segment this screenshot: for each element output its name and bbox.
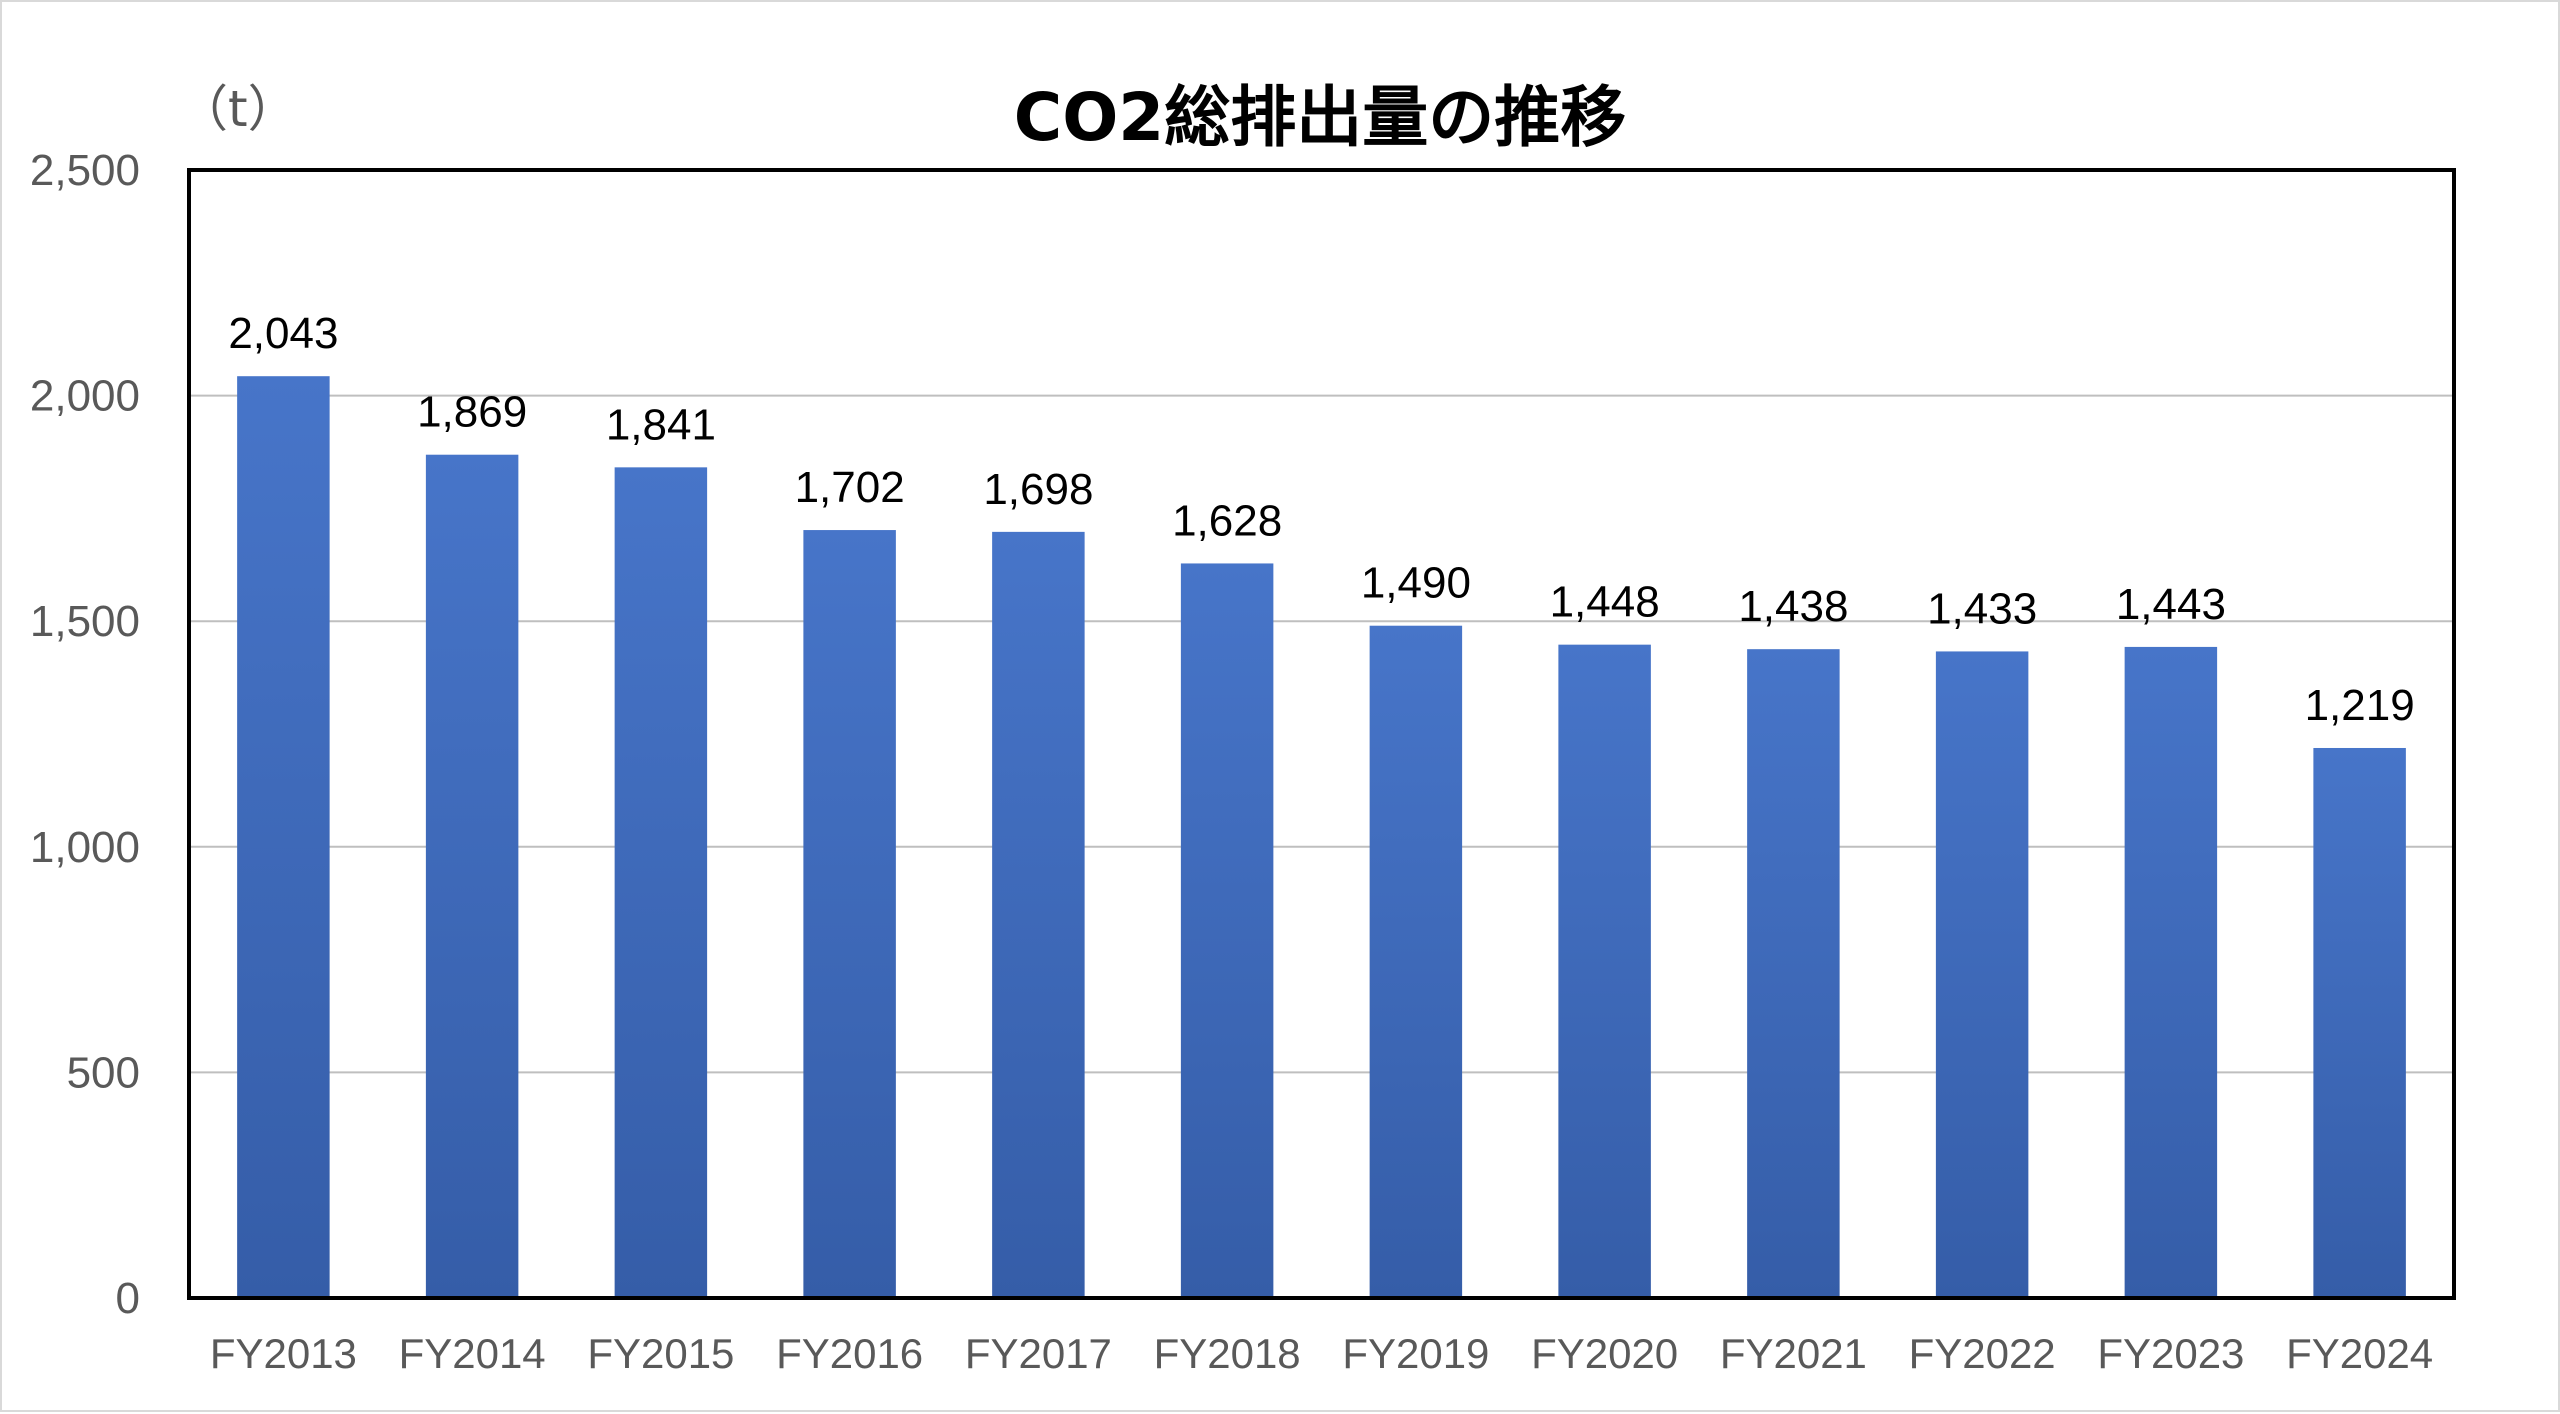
bar-fy2022	[1935, 651, 2029, 1298]
y-tick-label: 2,500	[30, 146, 140, 195]
plot-area-border	[187, 168, 2456, 1300]
x-tick-label: FY2013	[210, 1330, 357, 1377]
y-axis-ticks: 0 500 1,000 1,500 2,000 2,500	[30, 146, 140, 1323]
x-tick-label: FY2020	[1531, 1330, 1678, 1377]
data-label: 1,698	[983, 465, 1093, 514]
bar-fy2024	[2313, 747, 2406, 1298]
data-label: 1,219	[2305, 681, 2415, 730]
bar-fy2013	[237, 376, 330, 1299]
data-label: 1,438	[1738, 582, 1848, 631]
bars	[237, 376, 2406, 1299]
data-label: 1,841	[606, 400, 716, 449]
data-label: 1,628	[1172, 496, 1282, 545]
x-tick-label: FY2019	[1342, 1330, 1489, 1377]
y-tick-label: 2,000	[30, 372, 140, 421]
x-tick-label: FY2022	[1909, 1330, 2056, 1377]
bar-fy2019	[1369, 625, 1463, 1298]
bar-fy2016	[803, 530, 896, 1298]
y-tick-label: 500	[67, 1048, 140, 1097]
data-label: 1,490	[1361, 559, 1471, 608]
data-label: 1,443	[2116, 580, 2226, 629]
gridlines	[189, 394, 2454, 1074]
data-label: 1,702	[795, 463, 905, 512]
x-tick-label: FY2018	[1154, 1330, 1301, 1377]
bar-fy2017	[992, 531, 1085, 1298]
bar-fy2015	[614, 467, 708, 1298]
x-tick-label: FY2024	[2286, 1330, 2433, 1377]
y-tick-label: 1,000	[30, 823, 140, 872]
data-label: 2,043	[228, 309, 338, 358]
data-label: 1,869	[417, 388, 527, 437]
x-tick-label: FY2016	[776, 1330, 923, 1377]
y-tick-label: 0	[116, 1274, 140, 1323]
x-tick-label: FY2015	[587, 1330, 734, 1377]
x-tick-label: FY2017	[965, 1330, 1112, 1377]
bar-fy2021	[1747, 649, 1840, 1298]
y-tick-label: 1,500	[30, 597, 140, 646]
x-tick-label: FY2023	[2097, 1330, 2244, 1377]
x-axis-ticks: FY2013 FY2014 FY2015 FY2016 FY2017 FY2018 FY20…	[210, 1330, 2433, 1377]
chart-title: CO2総排出量の推移	[1014, 79, 1626, 156]
data-labels: 2,043 1,869 1,841 1,702 1,698 1,628 1,490 1,448…	[228, 309, 2414, 730]
y-axis-unit-label: （t）	[178, 80, 298, 138]
data-label: 1,448	[1550, 578, 1660, 627]
data-label: 1,433	[1927, 584, 2037, 633]
bar-fy2023	[2124, 646, 2218, 1298]
x-tick-label: FY2014	[399, 1330, 546, 1377]
bar-fy2020	[1558, 644, 1651, 1298]
bar-fy2014	[425, 454, 519, 1298]
bar-fy2018	[1180, 563, 1274, 1298]
x-tick-label: FY2021	[1720, 1330, 1867, 1377]
